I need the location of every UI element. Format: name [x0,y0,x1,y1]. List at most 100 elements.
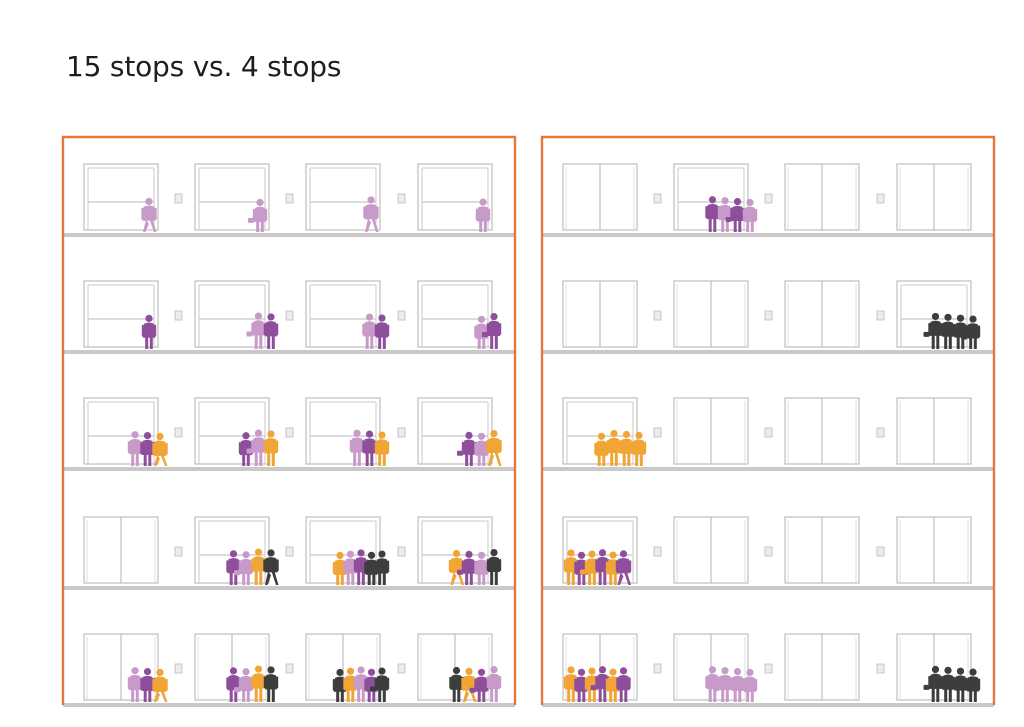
person-arm [251,322,254,335]
person-figure [475,198,491,232]
floor-slab [542,586,994,590]
person-body [141,675,154,691]
person-arm [364,678,367,691]
person-leg [582,573,586,585]
person-body [719,204,731,221]
person-body [355,557,367,573]
call-button-panel [397,310,406,321]
bag-icon [457,450,463,456]
person-leg [234,689,238,702]
person-head [969,668,977,676]
person-leg [378,572,382,585]
person-arm [705,206,708,219]
person-body [355,674,367,690]
person-figure [370,550,390,585]
person-head [619,550,628,558]
person-head [619,667,628,675]
person-arm [584,560,587,573]
person-body [607,676,619,692]
person-arm [141,324,144,337]
person-leg [571,688,575,702]
person-arm [140,441,143,454]
person-leg [609,690,613,702]
bag-icon [246,448,253,454]
person-leg [340,690,344,702]
person-arm [965,325,968,338]
person-body [344,558,357,574]
person-leg [624,572,631,585]
person-leg [944,335,948,349]
person-arm [349,439,352,452]
person-arm [263,559,266,572]
person-body [706,203,719,220]
person-figure [605,668,621,702]
person-leg [382,336,386,349]
person-head [969,315,977,323]
person-leg [265,571,271,585]
person-arm [276,440,279,453]
person-body [617,675,630,691]
elevator-door [784,397,860,465]
person-leg [246,454,250,466]
person-figure [226,667,241,702]
person-figure [631,431,647,466]
person-body [141,439,154,455]
person-body [617,558,630,574]
person-body [264,557,278,573]
person-arm [461,560,464,573]
person-head [931,312,940,321]
person-arm [563,559,566,572]
person-leg [477,690,481,702]
person-arm [343,677,346,690]
person-head [267,549,275,557]
person-leg [145,336,149,349]
person-leg [346,572,350,585]
person-figure [246,429,266,466]
person-leg [613,573,617,585]
person-head [944,666,952,674]
person-arm [730,677,733,690]
person-leg [936,687,940,702]
person-arm [332,678,335,691]
building-2 [540,135,996,707]
person-leg [357,451,361,466]
person-head [479,198,487,206]
person-leg [619,689,623,702]
person-leg [234,572,238,585]
person-leg [708,688,712,702]
person-arm [488,208,491,221]
person-leg [143,219,149,232]
person-leg [469,689,477,702]
person-leg [738,689,742,702]
person-arm [605,678,608,691]
person-arm [474,442,477,455]
person-leg [378,689,382,702]
person-arm [574,678,577,691]
person-arm [140,677,143,690]
elevator-door [896,163,972,231]
person-head [267,313,275,321]
person-arm [628,677,631,690]
person-leg [961,689,965,702]
person-leg [365,218,371,232]
person-leg [148,453,152,466]
person-body [334,559,346,575]
person-leg [370,452,374,466]
person-head [254,312,263,320]
person-figure [248,198,268,232]
person-body [344,675,357,691]
person-arm [448,559,451,572]
person-head [378,667,386,675]
person-arm [276,559,279,572]
person-arm [461,677,464,690]
person-figure [374,431,390,466]
person-body [731,675,744,691]
person-arm [251,439,254,452]
call-button-panel [174,310,183,321]
person-body [363,321,376,337]
person-arm [486,440,489,452]
person-figure [486,430,502,466]
person-leg [617,572,624,585]
person-leg [229,572,233,585]
